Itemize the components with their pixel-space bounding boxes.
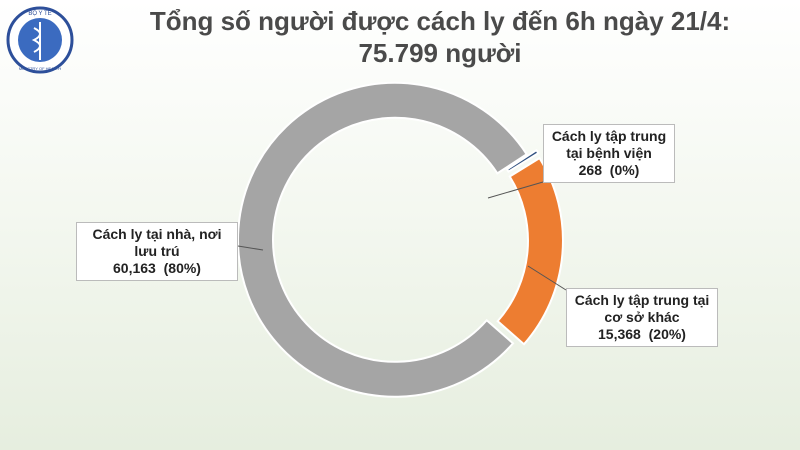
category-label: Cách ly tập trung tại cơ sở khác — [574, 292, 710, 325]
leader-line — [487, 181, 544, 199]
category-label: Cách ly tại nhà, nơi lưu trú — [92, 226, 222, 259]
value-label: 60,163 (80%) — [113, 260, 201, 276]
leader-line — [527, 265, 567, 291]
logo-bottom: MINISTRY OF HEALTH — [19, 66, 61, 71]
data-label: Cách ly tập trung tại cơ sở khác 15,368 (… — [566, 288, 718, 347]
logo: BỘ Y TẾ MINISTRY OF HEALTH — [6, 6, 74, 74]
data-label: Cách ly tập trung tại bệnh viện 268 (0%) — [543, 124, 675, 183]
chart-title: Tổng số người được cách ly đến 6h ngày 2… — [149, 6, 731, 36]
data-label: Cách ly tại nhà, nơi lưu trú 60,163 (80%) — [76, 222, 238, 281]
category-label: Cách ly tập trung tại bệnh viện — [551, 128, 667, 161]
donut-slice — [505, 148, 540, 173]
chart-subtitle: 75.799 người — [358, 38, 522, 68]
value-label: 15,368 (20%) — [598, 326, 686, 342]
leader-line — [237, 245, 264, 251]
logo-top: BỘ Y TẾ — [28, 10, 51, 17]
donut-slice — [237, 81, 529, 398]
donut-slice — [496, 156, 564, 346]
value-label: 268 (0%) — [578, 162, 640, 178]
